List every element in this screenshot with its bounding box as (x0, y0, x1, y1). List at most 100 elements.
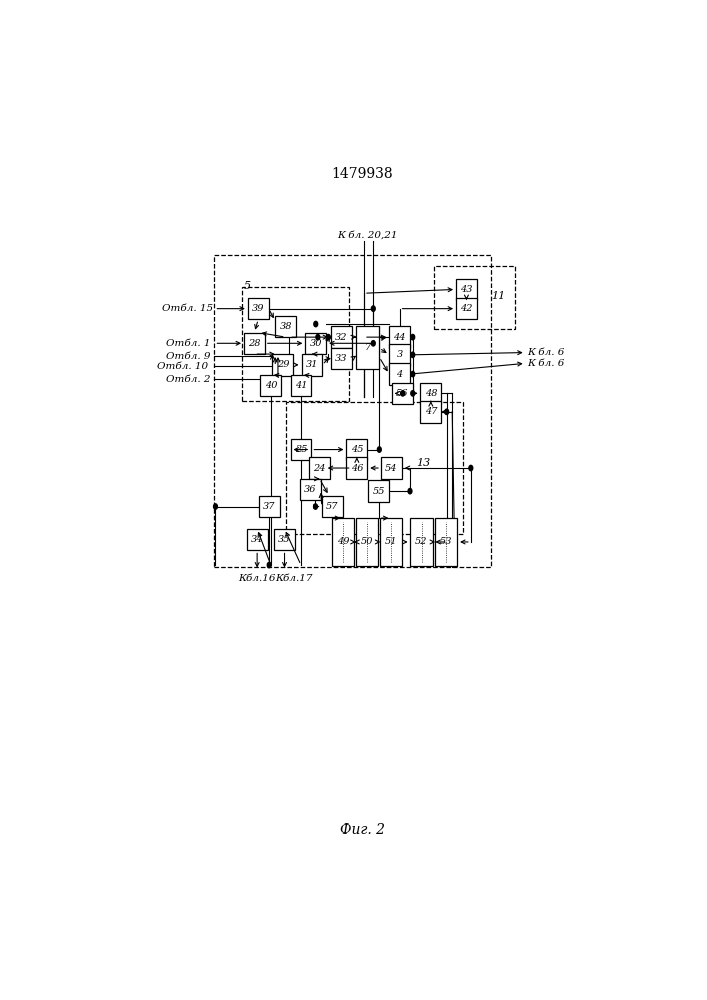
Text: 7: 7 (365, 343, 371, 352)
Text: 54: 54 (385, 464, 397, 473)
Text: 37: 37 (263, 502, 276, 511)
Circle shape (214, 504, 218, 509)
Bar (272, 354, 293, 376)
Bar (421, 383, 441, 404)
Bar (389, 363, 410, 385)
Bar (410, 518, 433, 566)
Text: 39: 39 (252, 304, 264, 313)
Text: 50: 50 (361, 537, 373, 546)
Bar (259, 496, 279, 517)
Text: 42: 42 (460, 304, 473, 313)
Bar (275, 316, 296, 337)
Text: 51: 51 (385, 537, 397, 546)
Bar (456, 298, 477, 319)
Text: Отбл. 15: Отбл. 15 (162, 304, 213, 313)
Text: К бл. 6: К бл. 6 (527, 359, 564, 368)
Text: 40: 40 (264, 381, 277, 390)
Bar (260, 375, 281, 396)
Text: 45: 45 (351, 445, 363, 454)
Bar (389, 344, 410, 366)
Text: 48: 48 (425, 389, 437, 398)
Circle shape (411, 352, 415, 358)
Bar (247, 529, 267, 550)
Text: 47: 47 (425, 407, 437, 416)
Circle shape (411, 391, 415, 396)
Text: 36: 36 (304, 485, 317, 494)
Circle shape (267, 562, 271, 568)
Bar (242, 287, 349, 401)
Bar (380, 518, 402, 566)
Text: 43: 43 (460, 285, 473, 294)
Text: 55: 55 (373, 487, 385, 496)
Text: 56: 56 (396, 389, 409, 398)
Bar (381, 457, 402, 479)
Bar (331, 326, 352, 348)
Text: 3: 3 (397, 350, 403, 359)
Circle shape (408, 488, 412, 494)
Bar (332, 518, 354, 566)
Bar (436, 518, 457, 566)
Bar (368, 480, 389, 502)
Bar (291, 375, 311, 396)
Text: Отбл. 2: Отбл. 2 (165, 375, 210, 384)
Text: 46: 46 (351, 464, 363, 473)
Bar (248, 298, 269, 319)
Bar (301, 354, 322, 376)
Circle shape (371, 306, 375, 311)
Circle shape (401, 391, 404, 396)
Text: 32: 32 (335, 333, 348, 342)
Text: 29: 29 (276, 360, 289, 369)
Text: 28: 28 (248, 339, 261, 348)
Text: 38: 38 (279, 322, 292, 331)
Circle shape (445, 409, 449, 415)
Bar (456, 279, 477, 300)
Circle shape (314, 321, 317, 327)
Bar (286, 402, 462, 534)
Circle shape (327, 334, 330, 340)
Circle shape (411, 334, 415, 340)
Text: Кбл.16: Кбл.16 (238, 574, 276, 583)
Text: Фиг. 2: Фиг. 2 (340, 823, 385, 837)
Circle shape (378, 447, 381, 452)
Text: 35: 35 (279, 535, 291, 544)
Bar (331, 348, 352, 369)
Bar (356, 518, 378, 566)
Text: Отбл. 9: Отбл. 9 (165, 352, 210, 361)
Text: 24: 24 (313, 464, 326, 473)
Text: Кбл.17: Кбл.17 (275, 574, 312, 583)
Text: Отбл. 10: Отбл. 10 (157, 362, 208, 371)
Bar (433, 266, 515, 329)
Bar (244, 333, 265, 354)
Text: 13: 13 (416, 458, 431, 468)
Circle shape (371, 341, 375, 346)
Text: 5: 5 (243, 281, 250, 291)
Circle shape (469, 465, 473, 471)
Bar (214, 255, 491, 567)
Text: 31: 31 (305, 360, 318, 369)
Bar (305, 333, 326, 354)
Text: Отбл. 1: Отбл. 1 (165, 339, 210, 348)
Bar (392, 383, 413, 404)
Bar (356, 326, 380, 369)
Circle shape (316, 334, 320, 340)
Text: 44: 44 (393, 333, 406, 342)
Text: К бл. 20,21: К бл. 20,21 (337, 230, 398, 239)
Bar (274, 529, 295, 550)
Text: 52: 52 (415, 537, 428, 546)
Bar (322, 496, 343, 517)
Bar (300, 479, 321, 500)
Text: 11: 11 (491, 291, 506, 301)
Text: К бл. 6: К бл. 6 (527, 348, 564, 357)
Bar (421, 401, 441, 423)
Bar (346, 457, 367, 479)
Text: 34: 34 (251, 535, 264, 544)
Text: 1479938: 1479938 (332, 167, 393, 181)
Text: 30: 30 (310, 339, 322, 348)
Circle shape (314, 504, 317, 509)
Text: 49: 49 (337, 537, 349, 546)
Text: 25: 25 (295, 445, 308, 454)
Bar (389, 326, 410, 348)
Bar (309, 457, 330, 479)
Bar (346, 439, 367, 460)
Bar (291, 439, 311, 460)
